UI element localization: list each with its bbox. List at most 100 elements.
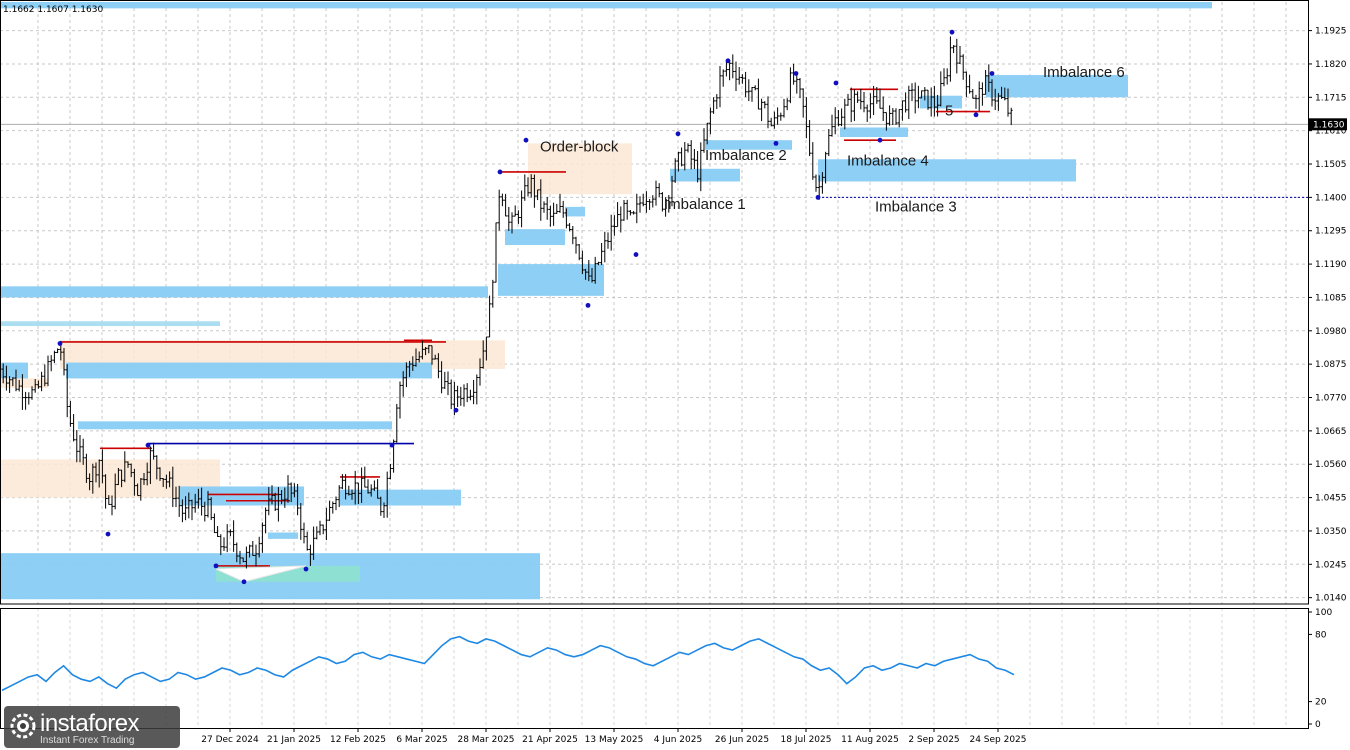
ohlc-bars <box>0 36 1013 569</box>
rsi-y-tick-label: 100 <box>1315 608 1332 618</box>
y-tick-label: 1.0665 <box>1315 427 1347 437</box>
swing-point <box>877 137 883 143</box>
x-tick-label: 24 Sep 2025 <box>969 735 1026 745</box>
y-tick-label: 1.0770 <box>1315 394 1347 404</box>
trend-triangle <box>215 565 307 583</box>
y-tick-label: 1.0140 <box>1315 594 1347 604</box>
swing-point <box>585 302 591 308</box>
swing-point <box>303 566 309 572</box>
zone-rectangles <box>0 2 1212 600</box>
swing-point <box>815 194 821 200</box>
zone-imbalance <box>268 532 298 539</box>
logo-tagline: Instant Forex Trading <box>40 735 135 746</box>
zone-imbalance <box>670 168 740 182</box>
rsi-line <box>1 635 1015 692</box>
swing-point <box>773 140 779 146</box>
y-tick-label: 1.1505 <box>1315 160 1347 170</box>
current-price-tag <box>1309 118 1347 131</box>
swing-point <box>793 71 799 76</box>
zone-imbalance <box>705 140 792 150</box>
zone-label: Order-block <box>540 138 619 155</box>
zone-imbalance <box>78 421 392 430</box>
swing-point <box>675 131 681 137</box>
swing-point <box>725 58 731 64</box>
main-frame <box>0 0 1309 605</box>
swing-point <box>633 252 639 257</box>
zone-imbalance <box>986 75 1128 98</box>
y-tick-label: 1.1400 <box>1315 193 1347 203</box>
logo-gear-icon <box>10 713 36 739</box>
swing-point <box>497 169 503 175</box>
ohlc-readout: 1.1662 1.1607 1.1630 <box>3 5 103 15</box>
x-tick-label: 21 Apr 2025 <box>522 735 578 745</box>
x-tick-label: 26 Jun 2025 <box>715 735 769 745</box>
zone-imbalance <box>505 229 565 246</box>
zone-label: Imbalance 3 <box>875 198 957 215</box>
swing-point <box>241 579 247 585</box>
swing-point <box>105 531 111 537</box>
x-tick-label: 28 Mar 2025 <box>457 735 514 745</box>
zone-label: Imbalance 4 <box>847 152 929 169</box>
zone-label: 5 <box>945 103 953 120</box>
rsi-y-tick-label: 0 <box>1315 720 1321 730</box>
zone-imbalance <box>840 127 908 138</box>
y-tick-label: 1.0875 <box>1315 360 1347 370</box>
y-tick-label: 1.1085 <box>1315 293 1347 303</box>
x-tick-label: 11 Aug 2025 <box>841 735 899 745</box>
zone-imbalance <box>565 206 585 217</box>
rsi-y-tick-label: 20 <box>1315 698 1327 708</box>
swing-point <box>989 71 995 76</box>
zone-imbalance <box>66 362 432 379</box>
zone-label: Imbalance 6 <box>1043 64 1125 81</box>
y-tick-label: 1.1715 <box>1315 93 1347 103</box>
zone-imbalance <box>0 362 28 379</box>
y-tick-label: 1.1610 <box>1315 127 1347 137</box>
logo-brand: instaforex <box>40 710 140 737</box>
zone-order-block <box>0 378 48 388</box>
rsi-panel <box>1 635 1015 692</box>
y-tick-label: 1.0455 <box>1315 494 1347 504</box>
zone-imbalance <box>340 489 461 506</box>
swing-point <box>57 341 63 346</box>
swing-point <box>213 563 219 569</box>
zone-imbalance <box>498 264 604 296</box>
x-tick-label: 27 Dec 2024 <box>201 735 259 745</box>
y-tick-label: 1.0350 <box>1315 527 1347 537</box>
swing-point <box>949 29 955 35</box>
y-tick-label: 1.1190 <box>1315 260 1347 270</box>
x-tick-label: 21 Jan 2025 <box>267 735 321 745</box>
y-tick-label: 1.1295 <box>1315 227 1347 237</box>
y-tick-label: 1.1925 <box>1315 27 1347 37</box>
swing-point <box>145 442 151 448</box>
y-tick-label: 1.0560 <box>1315 460 1347 470</box>
swing-point <box>523 137 529 143</box>
swing-markers <box>57 29 995 585</box>
x-tick-label: 13 May 2025 <box>585 735 644 745</box>
level-lines <box>0 88 1310 583</box>
x-tick-label: 4 Jun 2025 <box>654 735 702 745</box>
zone-order-block <box>528 143 632 195</box>
swing-point <box>833 80 839 86</box>
zone-label: Imbalance 1 <box>664 196 746 213</box>
y-tick-label: 1.0980 <box>1315 327 1347 337</box>
zone-imbalance <box>0 286 488 298</box>
swing-point <box>389 442 395 448</box>
zone-imbalance <box>818 159 1076 182</box>
x-tick-label: 12 Feb 2025 <box>330 735 386 745</box>
x-tick-label: 18 Jul 2025 <box>781 735 832 745</box>
zone-label: Imbalance 2 <box>705 147 787 164</box>
current-price-label: 1.1630 <box>1313 120 1345 130</box>
y-tick-label: 1.1820 <box>1315 60 1347 70</box>
rsi-y-tick-label: 80 <box>1315 630 1327 640</box>
zone-imbalance-light <box>0 321 220 327</box>
instaforex-logo: instaforex Instant Forex Trading <box>4 706 180 748</box>
x-tick-label: 2 Sep 2025 <box>908 735 959 745</box>
zone-labels: Order-block Imbalance 1 Imbalance 2 Imbalan… <box>540 64 1125 215</box>
y-tick-label: 1.0245 <box>1315 560 1347 570</box>
zone-imbalance <box>0 2 1212 9</box>
x-tick-label: 6 Mar 2025 <box>396 735 447 745</box>
rsi-frame <box>0 608 1309 729</box>
swing-point <box>973 112 979 118</box>
